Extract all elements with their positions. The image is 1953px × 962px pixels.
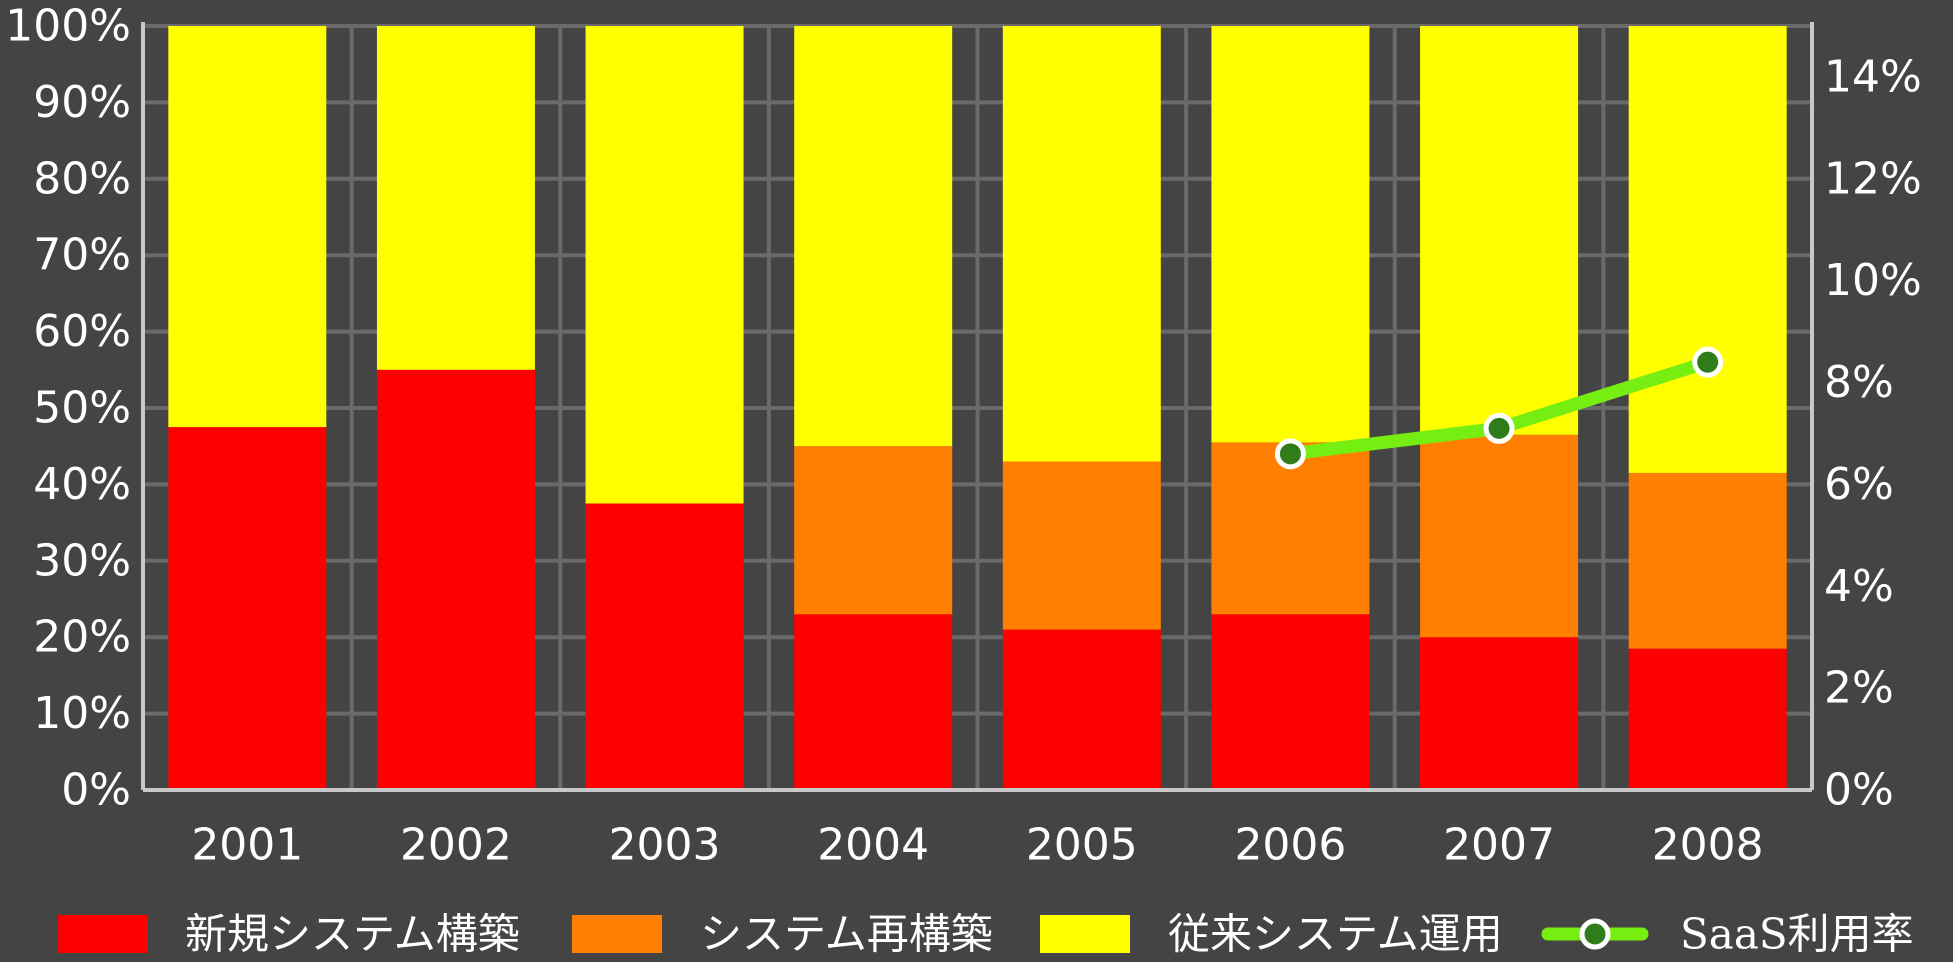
- bar-segment-2008-series-2: [1628, 472, 1787, 649]
- legend-label-3: 従来システム運用: [1168, 910, 1503, 958]
- y-tick-label-left: 90%: [33, 77, 131, 128]
- y-tick-label-right: 4%: [1824, 561, 1894, 612]
- y-tick-label-right: 10%: [1824, 255, 1922, 306]
- bar-segment-2005-series-3: [1002, 26, 1161, 462]
- bar-segment-2003-series-1: [585, 503, 744, 790]
- y-tick-label-left: 40%: [33, 459, 131, 510]
- y-tick-label-right: 8%: [1824, 357, 1894, 408]
- y-tick-label-right: 0%: [1824, 765, 1894, 816]
- bar-segment-2008-series-3: [1628, 26, 1787, 473]
- bar-segment-2003-series-3: [585, 26, 744, 504]
- legend: 新規システム構築 システム再構築 従来システム運用 SaaS利用率: [58, 910, 1914, 959]
- bar-segment-2002-series-3: [376, 26, 535, 370]
- bar-segment-2001-series-3: [168, 26, 327, 428]
- bar-segment-2002-series-1: [376, 369, 535, 790]
- y-tick-label-left: 20%: [33, 612, 131, 663]
- legend-line-marker: [1579, 918, 1611, 950]
- bar-segment-2004-series-1: [794, 614, 953, 790]
- saas-point-marker: [1274, 438, 1306, 470]
- x-tick-label: 2004: [817, 820, 929, 871]
- bar-segment-2006-series-3: [1211, 26, 1370, 443]
- bar-segment-2007-series-3: [1420, 26, 1579, 435]
- y-tick-label-right: 14%: [1824, 51, 1922, 102]
- bar-segment-2001-series-1: [168, 427, 327, 790]
- saas-line-series: [1274, 346, 1724, 470]
- y-tick-label-left: 100%: [5, 1, 131, 52]
- x-tick-label: 2001: [191, 820, 303, 871]
- y-tick-label-right: 12%: [1824, 153, 1922, 204]
- bar-segment-2005-series-1: [1002, 629, 1161, 790]
- y-tick-label-left: 60%: [33, 306, 131, 357]
- legend-swatch-2: [572, 915, 662, 953]
- bar-segment-2006-series-2: [1211, 442, 1370, 615]
- x-tick-label: 2008: [1652, 820, 1764, 871]
- saas-point-marker: [1692, 346, 1724, 378]
- x-tick-label: 2005: [1026, 820, 1138, 871]
- x-tick-label: 2002: [400, 820, 512, 871]
- legend-label-4: SaaS利用率: [1680, 910, 1914, 958]
- y-tick-label-left: 30%: [33, 535, 131, 586]
- bar-segment-2007-series-1: [1420, 637, 1579, 790]
- y-tick-label-right: 6%: [1824, 459, 1894, 510]
- bar-segment-2008-series-1: [1628, 648, 1787, 790]
- bar-segment-2004-series-3: [794, 26, 953, 447]
- legend-swatch-1: [58, 915, 148, 953]
- axes: [141, 22, 1814, 792]
- bar-segment-2005-series-2: [1002, 461, 1161, 630]
- y-tick-label-left: 50%: [33, 383, 131, 434]
- bar-segment-2006-series-1: [1211, 614, 1370, 790]
- x-tick-label: 2007: [1443, 820, 1555, 871]
- y-tick-label-left: 10%: [33, 688, 131, 739]
- y-tick-label-left: 0%: [61, 765, 131, 816]
- y-tick-label-left: 80%: [33, 153, 131, 204]
- legend-label-1: 新規システム構築: [185, 910, 520, 958]
- tick-labels: 0% 10% 20% 30% 40% 50% 60% 70% 80% 90% 100% 0% 2% 4% 6…: [5, 1, 1922, 871]
- legend-label-2: システム再構築: [700, 910, 993, 958]
- legend-swatch-3: [1040, 915, 1130, 953]
- y-tick-label-right: 2%: [1824, 663, 1894, 714]
- x-tick-label: 2003: [609, 820, 721, 871]
- bar-series: [168, 26, 1787, 790]
- bar-segment-2004-series-2: [794, 446, 953, 615]
- y-tick-label-left: 70%: [33, 230, 131, 281]
- saas-point-marker: [1483, 412, 1515, 444]
- bar-segment-2007-series-2: [1420, 434, 1579, 638]
- x-tick-label: 2006: [1234, 820, 1346, 871]
